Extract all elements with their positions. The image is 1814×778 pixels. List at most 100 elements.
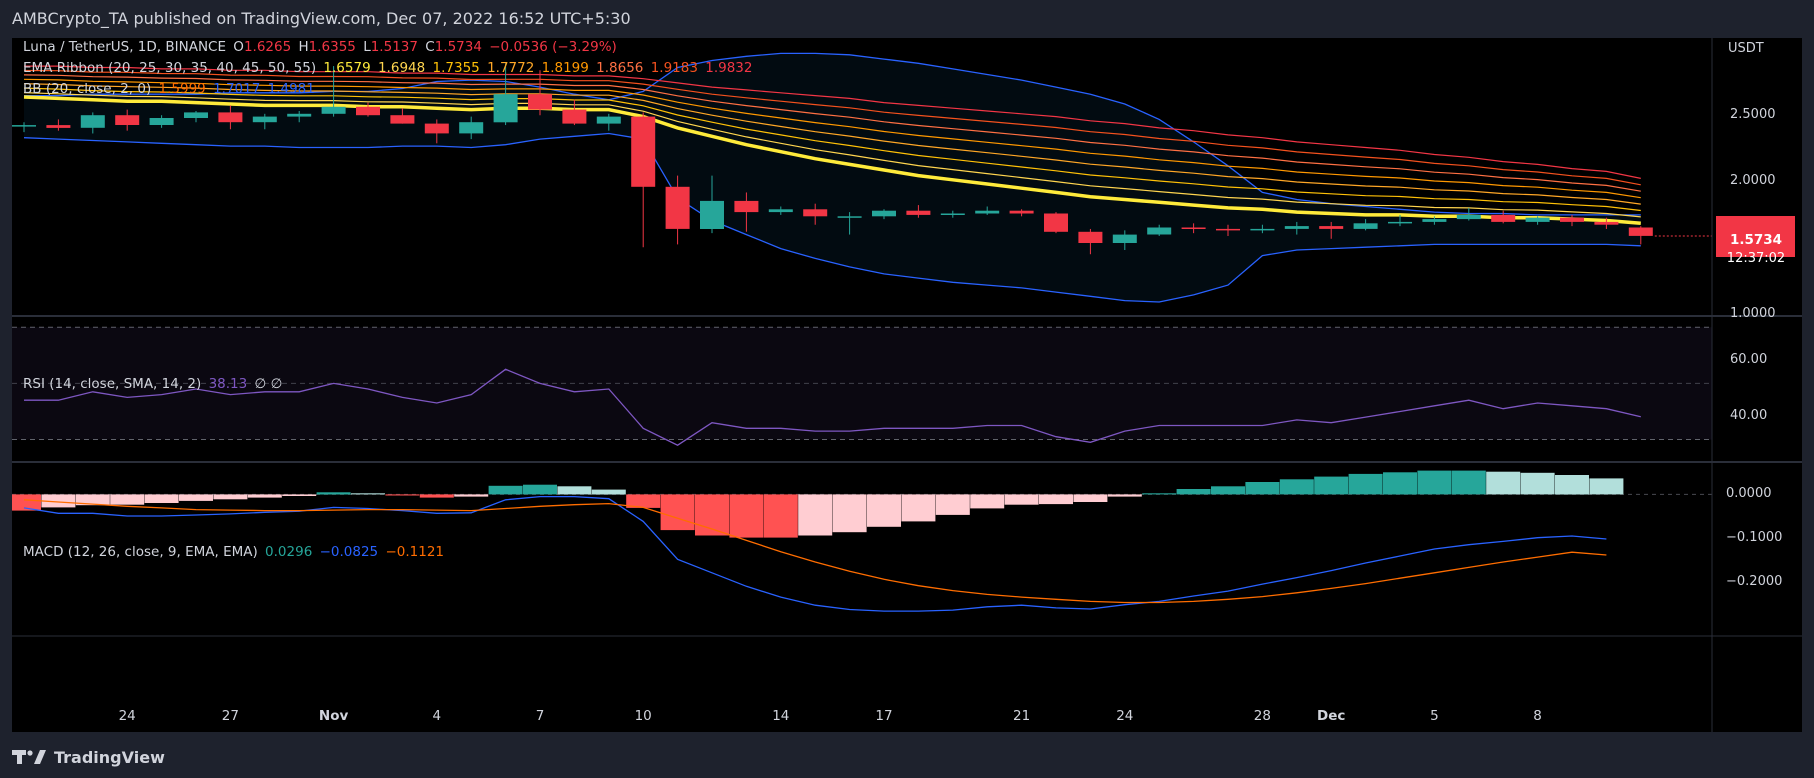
time-label: 10	[635, 708, 652, 724]
macd-hist-bar	[454, 494, 489, 497]
macd-tick: 0.0000	[1726, 486, 1772, 501]
candle-body	[252, 116, 277, 123]
bollinger-bands	[23, 52, 1641, 303]
candle-body	[665, 186, 690, 229]
ema-value: 1.7772	[487, 60, 535, 76]
macd-hist-bar	[1245, 482, 1280, 495]
candle-body	[803, 209, 828, 217]
candle-body	[356, 106, 380, 116]
ema-title: EMA Ribbon (20, 25, 30, 35, 40, 45, 50, …	[23, 60, 317, 76]
macd-hist-bar	[110, 494, 145, 505]
time-label: 17	[875, 708, 892, 724]
legend-open: 1.6265	[243, 39, 292, 55]
time-label: 28	[1254, 708, 1271, 724]
macd-hist-bar	[557, 486, 592, 495]
brand-name: TradingView	[54, 747, 165, 767]
legend-rsi[interactable]: RSI (14, close, SMA, 14, 2) 38.13 ∅ ∅	[23, 376, 285, 392]
candle-body	[768, 209, 793, 213]
macd-tick: −0.1000	[1726, 530, 1782, 545]
rsi-tick: 40.00	[1730, 408, 1767, 423]
ema-value: 1.9832	[705, 60, 753, 76]
candle-body	[1044, 213, 1068, 232]
candle-body	[184, 112, 208, 118]
macd-hist-value: 0.0296	[265, 544, 313, 560]
candle-body	[424, 123, 449, 134]
macd-hist-bar	[1555, 475, 1589, 495]
candle-body	[837, 216, 862, 218]
macd-hist-bar	[282, 494, 317, 496]
candle-body	[1422, 219, 1447, 222]
bb-fill	[24, 53, 1641, 303]
macd-hist-bar	[1107, 494, 1142, 497]
macd-hist-bar	[419, 494, 454, 498]
ema-line-20	[23, 95, 1641, 226]
ema-line-55	[24, 65, 1641, 179]
macd-hist-bar	[144, 494, 179, 503]
candle-body	[12, 125, 36, 127]
macd-hist-bar	[591, 489, 626, 495]
candle-body	[1388, 221, 1412, 224]
candle-body	[631, 116, 656, 187]
macd-hist-bar	[523, 484, 557, 495]
rsi-tick: 60.00	[1730, 352, 1767, 367]
ema-line-30	[23, 87, 1641, 212]
ema-value: 1.8199	[541, 60, 589, 76]
candle-body	[1078, 231, 1103, 243]
macd-hist-bar	[1486, 471, 1521, 495]
rsi-na: ∅ ∅	[254, 376, 283, 392]
rsi-title: RSI (14, close, SMA, 14, 2)	[23, 376, 202, 392]
ema-line-45	[23, 74, 1641, 192]
candle-body	[940, 213, 965, 215]
macd-title: MACD (12, 26, close, 9, EMA, EMA)	[23, 544, 258, 560]
macd-hist-bar	[1451, 470, 1486, 495]
macd-hist-bar	[1073, 494, 1108, 502]
candle-body	[493, 94, 518, 123]
time-label: 14	[772, 708, 789, 724]
macd-hist-bar	[1039, 494, 1073, 505]
candle-body	[1319, 226, 1344, 229]
candle-body	[1525, 217, 1550, 222]
tradingview-logo-icon	[12, 750, 46, 764]
last-price-label	[1716, 216, 1795, 257]
candle-body	[287, 113, 312, 117]
macd-line	[23, 495, 1607, 612]
candle-body	[46, 125, 71, 128]
legend-change: −0.0536 (−3.29%)	[489, 39, 617, 55]
macd-hist-bar	[12, 494, 41, 511]
trading-chart[interactable]: USDT 2.5000 2.0000 1.0000 1.5734 12:37:0…	[12, 38, 1802, 732]
legend-low: 1.5137	[370, 39, 418, 55]
macd-signal-value: −0.1121	[385, 544, 445, 560]
macd-hist-bar	[75, 494, 110, 506]
macd-hist-bar	[729, 494, 764, 538]
ema-line-25	[23, 92, 1641, 218]
candle-body	[1594, 221, 1619, 225]
macd-hist-bar	[316, 492, 351, 495]
macd-hist-bar	[901, 494, 936, 522]
macd-hist-bar	[970, 494, 1005, 509]
ema-value: 1.6579	[323, 60, 371, 76]
candle-body	[149, 118, 174, 125]
ema-value: 1.8656	[596, 60, 644, 76]
candle-body	[1284, 226, 1309, 229]
macd-hist-bar	[1211, 486, 1245, 495]
legend-main-series[interactable]: Luna / TetherUS, 1D, BINANCE O1.6265 H1.…	[23, 39, 617, 55]
ema-line-35	[23, 83, 1641, 205]
candle-body	[459, 122, 484, 134]
last-price-value: 1.5734	[1730, 232, 1782, 248]
macd-hist-bar	[1314, 476, 1349, 495]
legend-bollinger[interactable]: BB (20, close, 2, 0) 1.5999 1.7017 1.498…	[23, 81, 318, 97]
macd-hist-bar	[1589, 478, 1624, 495]
macd-hist-bar	[798, 494, 833, 536]
candle-body	[1250, 228, 1275, 231]
time-label: 4	[433, 708, 442, 724]
macd-hist-bar	[660, 494, 695, 531]
legend-macd[interactable]: MACD (12, 26, close, 9, EMA, EMA) 0.0296…	[23, 544, 447, 560]
legend-ema-ribbon[interactable]: EMA Ribbon (20, 25, 30, 35, 40, 45, 50, …	[23, 60, 756, 76]
time-axis[interactable]: 24 27 Nov 4 7 10 14 17 21 24 28 Dec 5 8	[119, 708, 1542, 724]
bar-countdown: 12:37:02	[1727, 251, 1785, 266]
macd-hist-bar	[1142, 493, 1177, 495]
bb-upper: 1.7017	[213, 81, 261, 97]
bb-lower: 1.4981	[267, 81, 315, 97]
candles	[12, 63, 1653, 255]
bb-upper-line	[24, 52, 1641, 216]
